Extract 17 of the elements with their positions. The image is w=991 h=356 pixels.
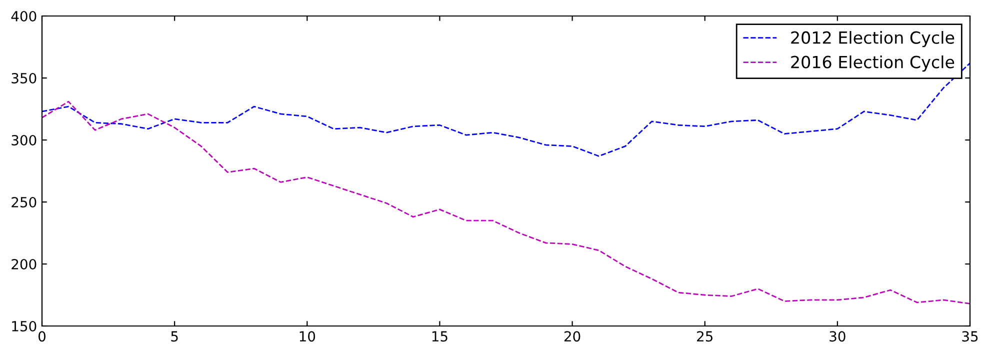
x-tick-label: 5 (171, 331, 178, 342)
x-tick-label: 15 (432, 331, 448, 342)
x-tick-label: 30 (830, 331, 846, 342)
legend-label: 2012 Election Cycle (791, 31, 954, 48)
legend-label: 2016 Election Cycle (791, 55, 954, 72)
y-tick-label: 250 (12, 196, 36, 208)
y-tick-label: 350 (12, 72, 36, 84)
x-tick-label: 20 (564, 331, 580, 342)
line-series (42, 100, 970, 304)
x-tick-label: 0 (38, 331, 46, 342)
x-tick-label: 25 (697, 331, 712, 342)
x-tick-label: 35 (962, 331, 978, 342)
x-tick-label: 10 (300, 331, 316, 342)
y-tick-label: 300 (12, 134, 36, 146)
y-tick-label: 200 (12, 258, 36, 270)
y-tick-label: 150 (12, 320, 36, 332)
y-tick-label: 400 (11, 10, 36, 22)
